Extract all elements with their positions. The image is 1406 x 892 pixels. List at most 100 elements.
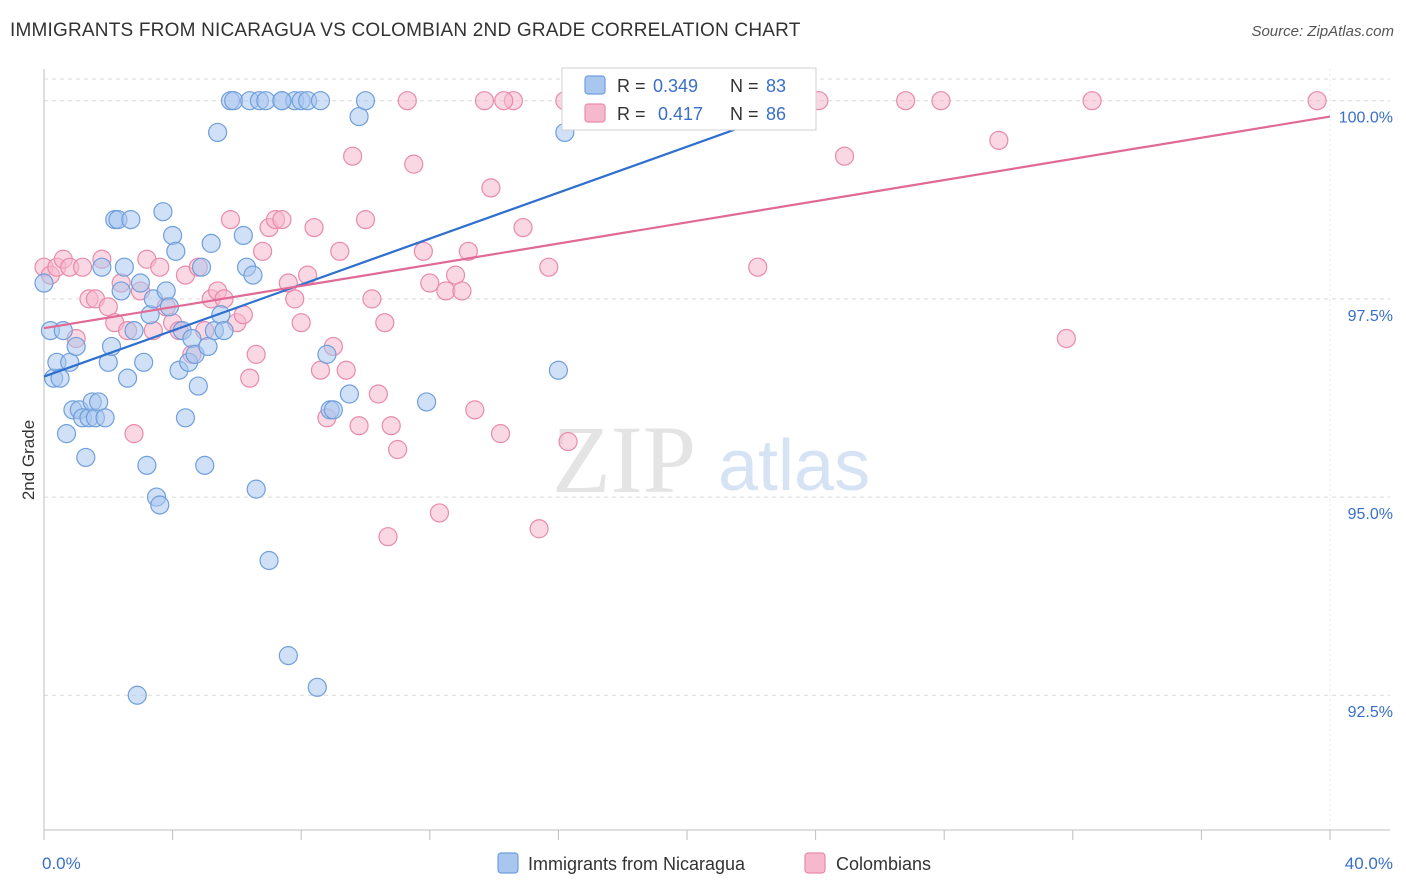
colombians-point [381,416,401,436]
nicaragua-point [127,685,147,705]
colombians-point [748,257,768,277]
nicaragua-point [310,91,331,111]
legend: Immigrants from Nicaragua Colombians [497,852,931,874]
colombians-point [375,313,395,333]
colombians-point [397,91,417,111]
colombians-point [558,431,578,452]
nicaragua-point [114,257,134,277]
colombians-point [368,384,388,404]
colombians-point [240,368,260,388]
colombians-point [362,289,382,309]
colombians-point [494,91,514,111]
stats-blue-n-value: 83 [766,76,786,96]
nicaragua-point [121,210,141,230]
colombians-point [124,424,144,444]
nicaragua-trend-line [43,99,816,378]
nicaragua-point [278,646,298,666]
colombians-point [1082,91,1102,111]
colombians-point [253,241,273,261]
colombians-point [429,503,450,523]
nicaragua-point [355,91,376,111]
nicaragua-point [117,368,138,388]
nicaragua-point [416,392,437,412]
colombians-point [458,241,478,261]
colombians-point [529,519,549,539]
colombians-point [452,281,472,301]
nicaragua-point [548,360,569,380]
colombians-trend-line [43,115,1331,330]
colombians-point [246,344,266,364]
nicaragua-point [195,455,215,475]
x-tick-label-0: 0.0% [42,854,81,873]
colombians-point [404,154,424,174]
x-tick-label-40: 40.0% [1345,854,1393,873]
nicaragua-point [140,305,160,325]
colombians-points [34,91,1327,547]
colombians-point [989,130,1009,150]
chart-title: IMMIGRANTS FROM NICARAGUA VS COLOMBIAN 2… [10,20,801,41]
colombians-point [931,91,951,111]
axis-layer [43,69,1390,831]
stats-blue-r-label: R = [617,76,646,96]
nicaragua-point [34,273,54,293]
colombians-point [465,400,485,420]
y-tick-label: 100.0% [1339,110,1393,127]
nicaragua-point [339,384,360,404]
stats-pink-r-value: 0.417 [658,104,703,124]
nicaragua-point [191,257,212,277]
nicaragua-point [163,225,183,246]
nicaragua-point [256,91,276,111]
y-tick-labels: 92.5% 95.0% 97.5% 100.0% [1339,110,1393,722]
nicaragua-point [50,368,70,388]
y-tick-label: 97.5% [1348,308,1393,325]
stats-box: R = 0.349 N = 83 R = 0.417 N = 86 [561,67,817,131]
colombians-point [896,91,916,111]
colombians-point [378,527,398,547]
colombians-point [343,146,363,166]
nicaragua-point [56,424,77,444]
nicaragua-point [201,233,221,253]
nicaragua-point [111,281,131,301]
colombians-point [150,257,170,277]
nicaragua-point [124,320,144,341]
colombians-point [220,210,241,230]
colombians-point [413,241,433,261]
chart-source: Source: ZipAtlas.com [1251,23,1394,40]
legend-pink-label[interactable]: Colombians [836,854,931,874]
nicaragua-point [214,320,234,341]
legend-blue-swatch[interactable] [497,852,519,874]
nicaragua-point [66,336,86,357]
nicaragua-point [272,91,292,111]
stats-pink-n-label: N = [730,104,759,124]
nicaragua-point [76,447,96,468]
stats-blue-swatch [584,75,606,95]
colombians-point [355,210,376,230]
nicaragua-point [182,328,202,349]
nicaragua-point [92,257,112,277]
nicaragua-point [153,202,173,222]
legend-pink-swatch[interactable] [804,852,826,874]
grid-layer [43,69,1390,840]
colombians-point [304,217,324,238]
nicaragua-point [156,281,176,301]
colombians-point [291,313,311,333]
nicaragua-points [34,91,575,705]
colombians-point [1307,91,1327,111]
colombians-point [834,146,855,166]
nicaragua-point [130,273,151,293]
colombians-point [336,360,356,380]
nicaragua-point [134,352,154,372]
colombians-point [1056,328,1076,349]
colombians-point [272,210,292,230]
y-tick-label: 95.0% [1348,506,1393,523]
colombians-point [285,289,305,309]
colombians-point [330,241,350,261]
nicaragua-point [166,241,186,261]
stats-pink-r-label: R = [617,104,646,124]
y-axis-title: 2nd Grade [19,420,38,500]
legend-blue-label[interactable]: Immigrants from Nicaragua [528,854,746,874]
nicaragua-point [317,344,337,364]
nicaragua-point [243,265,263,285]
nicaragua-point [175,408,196,428]
